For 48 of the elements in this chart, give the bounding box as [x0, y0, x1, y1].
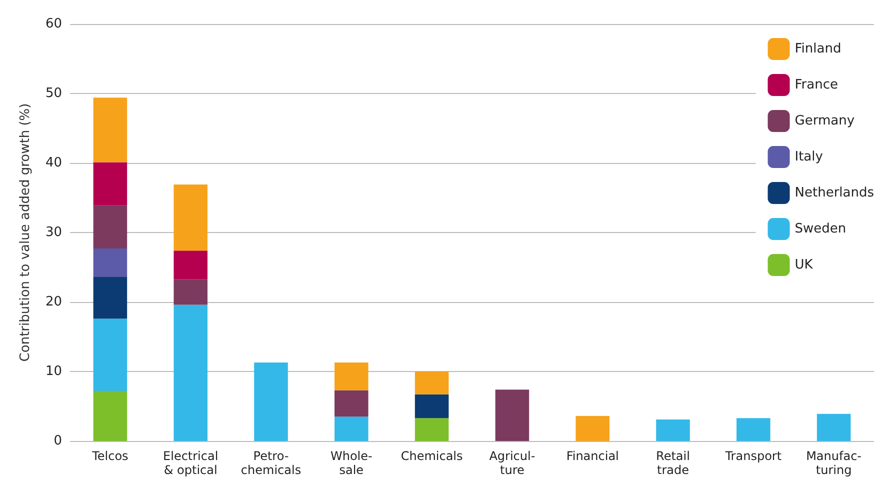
legend-label: Finland [794, 42, 842, 56]
legend-label: France [794, 78, 838, 92]
bar [495, 390, 530, 441]
bar [576, 416, 610, 441]
bar [174, 250, 208, 280]
bar [174, 279, 208, 305]
x-tick-label: Transport [724, 449, 782, 463]
y-tick-label: 30 [45, 225, 62, 240]
x-tick-label: Chemicals [400, 449, 463, 463]
y-tick-label: 50 [45, 86, 62, 101]
bar [816, 414, 851, 441]
bar [93, 318, 128, 391]
x-tick-label: Financial [566, 449, 619, 463]
x-tick-label: Whole- sale [330, 449, 372, 477]
bar [334, 362, 368, 390]
bar [93, 162, 128, 206]
bar [254, 362, 288, 441]
x-tick-label: Agricul- ture [489, 449, 536, 477]
bar [414, 394, 449, 418]
bar [414, 372, 449, 394]
bar [174, 184, 208, 251]
y-tick-label: 20 [45, 294, 62, 310]
bar [174, 304, 208, 441]
bar [334, 416, 368, 441]
bar [656, 419, 690, 441]
y-tick-label: 60 [45, 16, 62, 32]
x-tick-label: Manufac- turing [806, 449, 862, 477]
y-tick-label: 40 [45, 156, 62, 170]
legend-label: Netherlands [794, 186, 874, 200]
legend-label: Germany [794, 114, 855, 128]
bar [93, 98, 128, 162]
bar [414, 418, 449, 441]
bar [334, 390, 368, 417]
y-axis-title: Contribution to value added growth (%) [18, 103, 33, 362]
bar [736, 418, 770, 441]
x-tick-label: Retail trade [656, 449, 690, 477]
bar [93, 248, 128, 277]
bar [93, 390, 128, 441]
bar [93, 205, 128, 248]
legend-label: Italy [794, 150, 824, 164]
bar [93, 276, 128, 319]
legend-label: Sweden [794, 222, 846, 236]
y-tick-label: 0 [54, 434, 62, 448]
x-tick-label: Telcos [91, 449, 128, 463]
legend-label: UK [794, 258, 814, 272]
y-tick-label: 10 [45, 364, 62, 379]
x-tick-label: Electrical & optical [163, 449, 218, 477]
x-tick-label: Petro- chemicals [240, 449, 302, 477]
